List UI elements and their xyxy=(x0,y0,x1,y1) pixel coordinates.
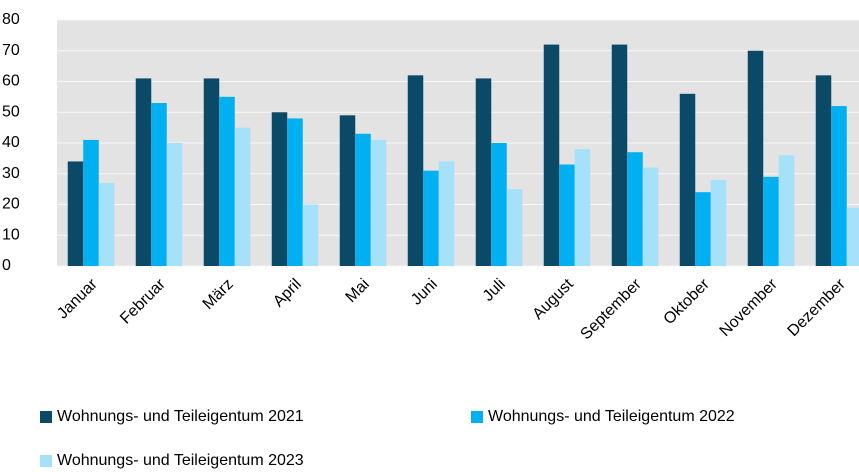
bar xyxy=(695,192,711,266)
x-tick-label: April xyxy=(270,276,305,311)
x-tick-label: November xyxy=(717,275,782,340)
bar xyxy=(166,143,183,266)
bar xyxy=(355,133,371,266)
bar xyxy=(271,112,288,266)
bar xyxy=(339,115,356,266)
bar xyxy=(627,152,643,266)
legend-label: Wohnungs- und Teileigentum 2022 xyxy=(488,408,735,425)
bar xyxy=(747,50,764,266)
bar xyxy=(543,44,560,266)
x-tick-label: Mai xyxy=(343,276,373,306)
bar xyxy=(370,139,387,266)
bar xyxy=(710,179,727,266)
bar xyxy=(135,78,152,266)
legend-label: Wohnungs- und Teileigentum 2023 xyxy=(57,452,304,469)
bar xyxy=(611,44,628,266)
y-tick-label: 20 xyxy=(2,196,20,213)
bar xyxy=(151,103,167,267)
bar xyxy=(679,93,696,266)
bar xyxy=(815,75,832,266)
bar xyxy=(491,143,507,266)
y-tick-label: 0 xyxy=(2,257,11,274)
bar xyxy=(778,155,795,266)
x-tick-label: Oktober xyxy=(661,275,714,328)
bar xyxy=(475,78,492,266)
y-tick-label: 60 xyxy=(2,73,20,90)
bar xyxy=(423,170,439,266)
bar xyxy=(559,164,575,266)
legend-label: Wohnungs- und Teileigentum 2021 xyxy=(57,408,304,425)
y-tick-label: 50 xyxy=(2,103,20,120)
legend-swatch xyxy=(40,411,52,423)
x-tick-label: September xyxy=(577,275,645,343)
legend-swatch xyxy=(471,411,483,423)
bar xyxy=(438,161,455,266)
y-tick-label: 30 xyxy=(2,165,20,182)
bar xyxy=(234,127,251,266)
y-tick-label: 70 xyxy=(2,42,20,59)
y-tick-label: 10 xyxy=(2,226,20,243)
bar xyxy=(219,96,235,266)
x-tick-label: März xyxy=(200,276,237,313)
x-tick-label: Januar xyxy=(54,275,101,322)
x-tick-label: Dezember xyxy=(785,275,850,340)
x-tick-label: Februar xyxy=(117,275,169,327)
bar xyxy=(98,182,115,266)
x-tick-label: Juli xyxy=(480,276,509,305)
bar xyxy=(642,167,659,266)
bar xyxy=(83,139,99,266)
legend-swatch xyxy=(40,455,52,467)
y-tick-label: 80 xyxy=(2,11,20,28)
bar xyxy=(831,106,847,266)
bar xyxy=(506,189,523,266)
x-tick-label: Juni xyxy=(408,276,441,309)
bar xyxy=(407,75,424,266)
x-tick-label: August xyxy=(530,275,578,323)
bar xyxy=(846,207,859,266)
bar xyxy=(763,176,779,266)
bar xyxy=(574,149,591,266)
bar xyxy=(287,118,303,267)
bar xyxy=(67,161,84,266)
bar xyxy=(302,204,319,266)
y-tick-label: 40 xyxy=(2,134,20,151)
bar xyxy=(203,78,220,266)
